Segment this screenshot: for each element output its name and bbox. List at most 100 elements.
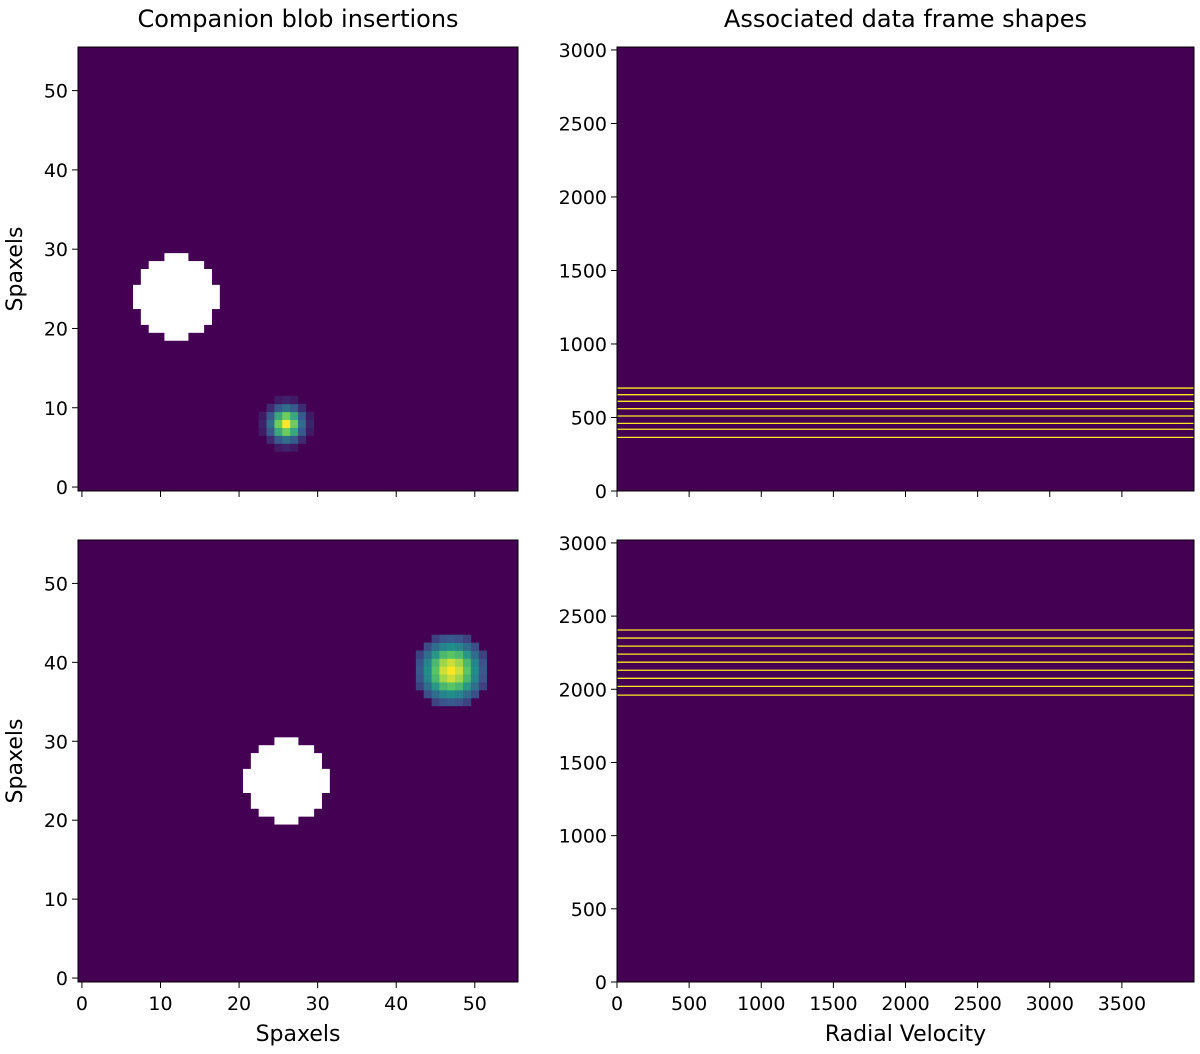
blob-pixel [415, 650, 425, 659]
blob-pixel [415, 666, 425, 675]
mask-pixel [148, 300, 157, 310]
mask-pixel [266, 800, 275, 809]
blob-pixel [274, 403, 283, 413]
y-tick-label: 1000 [559, 826, 607, 848]
mask-pixel [266, 776, 275, 786]
mask-pixel [290, 737, 299, 746]
plot-content [617, 387, 1194, 438]
mask-pixel [258, 753, 267, 762]
mask-pixel [298, 808, 307, 817]
mask-pixel [156, 316, 165, 325]
blob-pixel [470, 650, 480, 659]
mask-pixel [188, 308, 197, 317]
x-tick-label: 1000 [737, 993, 785, 1015]
mask-pixel [274, 753, 283, 762]
mask-pixel [148, 284, 157, 294]
blob-pixel [455, 674, 464, 683]
mask-pixel [282, 808, 291, 817]
blob-pixel [431, 650, 440, 659]
y-tick-label: 1000 [559, 334, 607, 356]
mask-pixel [298, 784, 307, 793]
mask-pixel [274, 808, 283, 817]
blob-pixel [423, 689, 432, 699]
blob-pixel [463, 682, 472, 691]
mask-pixel [274, 745, 283, 754]
mask-pixel [274, 768, 283, 778]
blob-pixel [470, 682, 480, 691]
mask-pixel [148, 292, 157, 302]
y-tick-label: 50 [44, 81, 68, 103]
blob-pixel [470, 674, 480, 683]
mask-pixel [156, 300, 165, 310]
x-axis-label: Radial Velocity [825, 1022, 986, 1047]
blob-pixel [298, 427, 307, 436]
blob-pixel [447, 674, 456, 683]
mask-pixel [180, 332, 189, 341]
y-tick-label: 2500 [559, 606, 607, 628]
mask-pixel [203, 269, 212, 278]
chart-title: Companion blob insertions [137, 5, 458, 33]
chart-panel-4: 0 500 1000 1500 2000 2500 3000 0 500 1000 1500 2000… [559, 533, 1195, 1047]
y-tick-label: 2500 [559, 113, 607, 135]
x-tick-label: 500 [671, 993, 707, 1015]
blob-pixel [431, 666, 440, 675]
blob-pixel [258, 411, 267, 421]
blob-pixel [463, 666, 472, 675]
mask-pixel [250, 761, 260, 770]
mask-pixel [180, 269, 189, 278]
x-tick-label: 10 [148, 993, 172, 1015]
blob-pixel [447, 642, 456, 651]
blob-pixel [282, 403, 291, 413]
blob-pixel [439, 674, 448, 683]
blob-pixel [463, 634, 472, 644]
mask-pixel [203, 300, 212, 310]
y-tick-label: 20 [44, 810, 68, 832]
mask-pixel [211, 284, 220, 294]
plot-frame [77, 539, 519, 983]
blob-pixel [478, 666, 487, 675]
mask-pixel [140, 276, 150, 286]
mask-pixel [282, 737, 291, 746]
blob-pixel [282, 435, 291, 444]
blob-pixel [274, 443, 283, 452]
mask-pixel [211, 292, 220, 302]
mask-pixel [172, 308, 181, 317]
mask-pixel [211, 300, 220, 310]
mask-pixel [195, 300, 205, 310]
blob-pixel [290, 435, 299, 444]
blob-pixel [463, 650, 472, 659]
blob-pixel [439, 650, 448, 659]
blob-pixel [455, 658, 464, 667]
mask-pixel [243, 784, 252, 793]
mask-pixel [282, 800, 291, 809]
blob-pixel [455, 682, 464, 691]
mask-pixel [313, 761, 322, 770]
blob-pixel [455, 650, 464, 659]
blob-pixel [298, 403, 307, 413]
mask-pixel [305, 745, 315, 754]
mask-pixel [148, 324, 157, 333]
mask-pixel [290, 792, 299, 801]
mask-pixel [148, 276, 157, 286]
y-axis-label: Spaxels [3, 227, 28, 312]
blob-pixel [455, 666, 464, 675]
blob-pixel [439, 634, 448, 644]
blob-pixel [298, 411, 307, 421]
mask-pixel [298, 776, 307, 786]
blob-pixel [258, 427, 267, 436]
mask-pixel [203, 276, 212, 286]
mask-pixel [282, 776, 291, 786]
chart-panel-2: 0 500 1000 1500 2000 2500 3000 Associated data … [559, 5, 1195, 503]
blob-pixel [447, 666, 456, 675]
mask-pixel [164, 261, 173, 270]
mask-pixel [290, 745, 299, 754]
y-tick-label: 2000 [559, 187, 607, 209]
mask-pixel [274, 816, 283, 825]
blob-pixel [447, 682, 456, 691]
blob-pixel [290, 419, 299, 428]
plot-content [133, 253, 315, 452]
mask-pixel [188, 316, 197, 325]
mask-pixel [266, 784, 275, 793]
mask-pixel [258, 784, 267, 793]
blob-pixel [274, 419, 283, 428]
